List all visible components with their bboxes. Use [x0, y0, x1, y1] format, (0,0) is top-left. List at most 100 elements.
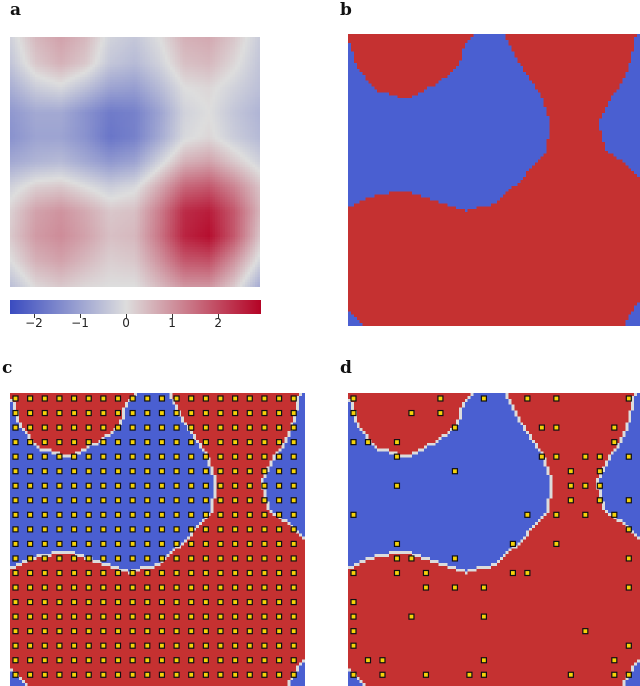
- sample-point: [261, 409, 268, 417]
- sample-point: [202, 482, 209, 489]
- sample-point: [158, 497, 166, 504]
- sample-point: [246, 424, 253, 431]
- sample-point: [232, 555, 239, 562]
- sample-point: [202, 671, 209, 678]
- sample-point: [275, 424, 283, 431]
- sample-point: [129, 453, 136, 460]
- sample-point: [217, 555, 224, 562]
- sample-point: [114, 613, 122, 620]
- sample-point: [41, 584, 48, 591]
- sample-point: [129, 439, 136, 446]
- sample-point: [70, 497, 78, 504]
- sample-point: [129, 657, 136, 664]
- sample-point: [188, 395, 195, 402]
- sample-point: [625, 671, 632, 678]
- sample-point: [202, 628, 209, 635]
- sample-point: [466, 671, 473, 678]
- sample-point: [100, 424, 107, 431]
- sample-point: [611, 657, 618, 664]
- sample-point: [12, 584, 19, 591]
- sample-point: [70, 657, 78, 664]
- sample-point: [261, 657, 268, 664]
- colorbar-tick-mark: [80, 314, 81, 318]
- sample-point: [158, 642, 166, 649]
- sample-point: [70, 613, 78, 620]
- sample-point: [12, 555, 19, 562]
- sample-point: [217, 657, 224, 664]
- sample-point: [611, 424, 618, 431]
- sample-point: [85, 613, 92, 620]
- sample-point: [144, 453, 151, 460]
- sample-point: [56, 613, 63, 620]
- sample-point: [350, 511, 357, 518]
- sample-point: [582, 511, 589, 518]
- sample-point: [56, 409, 63, 417]
- sample-point: [217, 497, 224, 504]
- sample-point: [158, 482, 166, 489]
- sample-point: [12, 540, 19, 548]
- sample-point: [100, 526, 107, 533]
- sample-point: [100, 409, 107, 417]
- sample-point: [202, 439, 209, 446]
- sample-point: [56, 569, 63, 577]
- sample-point: [100, 657, 107, 664]
- sample-point: [41, 540, 48, 548]
- sample-point: [275, 628, 283, 635]
- sample-point: [290, 569, 297, 577]
- sample-point: [232, 584, 239, 591]
- sample-point: [217, 671, 224, 678]
- sample-point: [217, 598, 224, 606]
- sample-point: [144, 569, 151, 577]
- sample-point: [246, 409, 253, 417]
- sample-point: [275, 642, 283, 649]
- sample-point: [202, 540, 209, 548]
- sample-point: [188, 424, 195, 431]
- sample-point: [261, 642, 268, 649]
- sample-point: [41, 598, 48, 606]
- sample-point: [524, 511, 531, 518]
- sample-point: [290, 628, 297, 635]
- sample-point: [129, 642, 136, 649]
- sample-point: [290, 613, 297, 620]
- sample-point: [261, 439, 268, 446]
- sample-point: [232, 613, 239, 620]
- sample-point: [217, 540, 224, 548]
- sample-point: [275, 598, 283, 606]
- sample-point: [85, 424, 92, 431]
- sample-point: [611, 671, 618, 678]
- sample-point: [70, 526, 78, 533]
- sample-point: [85, 526, 92, 533]
- sample-point: [582, 453, 589, 460]
- sample-point: [173, 468, 180, 475]
- sample-point: [393, 453, 401, 460]
- sample-point: [27, 526, 34, 533]
- sample-point: [27, 468, 34, 475]
- sample-point: [246, 439, 253, 446]
- sample-point: [553, 424, 560, 431]
- sample-point: [144, 598, 151, 606]
- sample-point: [100, 439, 107, 446]
- sample-point: [290, 439, 297, 446]
- sample-point: [144, 540, 151, 548]
- sample-point: [232, 642, 239, 649]
- sample-point: [232, 540, 239, 548]
- sample-point: [41, 497, 48, 504]
- sample-point: [290, 424, 297, 431]
- classification-map-b: [348, 34, 640, 326]
- sample-point: [144, 657, 151, 664]
- sample-point: [85, 642, 92, 649]
- sample-point: [261, 497, 268, 504]
- sample-point: [437, 409, 444, 417]
- sample-point: [12, 453, 19, 460]
- sample-point: [27, 628, 34, 635]
- sample-point: [70, 584, 78, 591]
- sample-point: [261, 584, 268, 591]
- sample-point: [144, 628, 151, 635]
- sample-point: [12, 598, 19, 606]
- sample-point: [70, 511, 78, 518]
- sample-point: [217, 395, 224, 402]
- sample-point: [114, 468, 122, 475]
- sample-point: [290, 526, 297, 533]
- sample-points-d: [350, 395, 632, 678]
- sample-point: [100, 540, 107, 548]
